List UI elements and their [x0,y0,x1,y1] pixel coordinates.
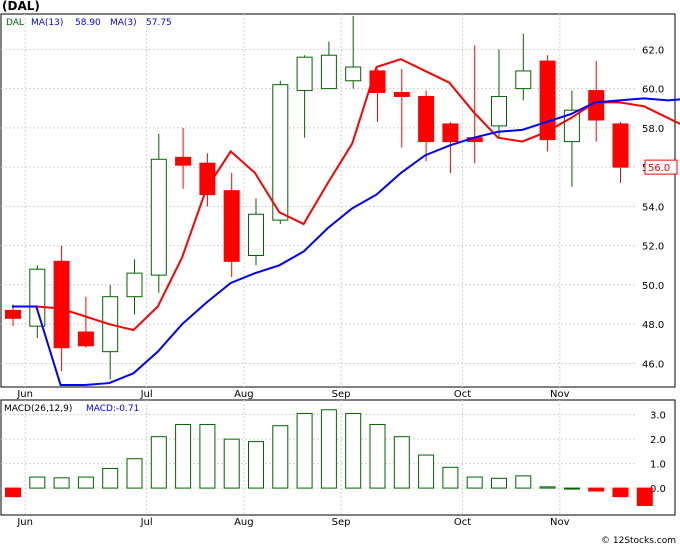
macd-y-tick-label: 1.0 [650,460,666,471]
candle-down [199,162,216,196]
price-legend: DAL MA(13) 58.90 MA(3) 57.75 [6,18,172,28]
candle-down [77,331,94,347]
candle-up [248,213,264,256]
candle-down [418,95,435,143]
price-x-tick-label: Oct [454,389,471,400]
moving-average-lines [12,58,680,387]
macd-legend-value: MACD:-0.71 [86,404,139,414]
legend-ticker: DAL [6,18,24,28]
legend-ma13-label: MA(13) [31,18,63,28]
macd-panel [0,399,676,516]
last-price-label: 56.0 [648,163,670,174]
candle-up [150,158,167,276]
macd-y-tick-label: 3.0 [650,411,666,422]
chart-title: (DAL) [2,0,40,13]
price-x-tick-label: Jun [16,389,33,400]
price-x-tick-label: Nov [550,389,570,400]
ma13-line [12,97,680,387]
macd-bar-positive [369,423,386,489]
macd-bar-negative [5,487,21,498]
macd-bar-positive [272,425,289,489]
macd-bar-positive [223,438,240,489]
macd-bar-positive [418,454,435,489]
candle-down [175,156,192,166]
price-x-tick-label: Aug [234,389,254,400]
macd-bar-positive [296,412,313,489]
macd-legend: MACD(26,12,9) MACD:-0.71 [4,404,139,414]
candle-down [612,123,629,168]
macd-bar-negative [588,487,605,492]
macd-bar-positive [539,486,556,489]
candle-up [563,109,580,143]
price-y-tick-label: 46.0 [642,359,664,370]
candle-down [5,309,21,319]
candle-down [442,123,459,143]
candle-up [515,70,532,90]
macd-bar-positive [442,466,459,489]
price-x-tick-label: Sep [332,389,351,400]
candle-up [491,95,507,127]
candle-up [296,56,313,92]
price-x-axis: Jun Jul Aug Sep Oct Nov [16,389,569,400]
macd-bar-positive [393,436,410,489]
macd-bar-positive [515,475,532,489]
price-panel [0,13,676,388]
candle-down [53,260,70,349]
macd-bar-positive [345,412,362,489]
candlestick-series [5,15,629,380]
macd-bar-positive [491,477,507,489]
macd-x-tick-label: Sep [332,517,351,528]
macd-bar-positive [320,409,337,489]
candle-up [345,66,362,82]
macd-y-tick-label: 0.0 [650,484,666,495]
candle-up [272,84,289,221]
candle-up [29,268,46,327]
macd-bar-positive [199,423,216,489]
macd-bar-positive [466,476,483,489]
price-y-tick-label: 58.0 [642,124,664,135]
macd-x-tick-label: Jun [16,517,33,528]
price-y-tick-label: 62.0 [642,45,664,56]
last-price-marker: 56.0 [644,159,678,175]
price-x-tick-label: Jul [140,389,153,400]
candle-up [126,272,143,298]
legend-ma3-value: 57.75 [146,18,172,28]
price-y-tick-label: 50.0 [642,281,664,292]
macd-bar-positive [248,441,264,489]
macd-y-axis: 0.0 1.0 2.0 3.0 [650,411,666,495]
macd-bar-positive [175,423,192,489]
price-y-axis: 46.048.050.052.054.056.058.060.062.0 [642,45,664,370]
macd-bar-positive [29,476,46,489]
ma3-line [12,58,680,332]
candle-up [320,54,337,90]
macd-bar-positive [126,458,143,489]
candle-down [223,190,240,262]
macd-bar-positive [102,468,119,489]
macd-bar-negative [636,487,653,506]
price-y-tick-label: 60.0 [642,85,664,96]
candle-down [393,92,410,97]
price-y-tick-label: 52.0 [642,242,664,253]
macd-bar-positive [150,436,167,489]
macd-bar-positive [563,487,580,490]
macd-bar-positive [53,477,70,489]
legend-ma13-value: 58.90 [75,18,101,28]
macd-bar-positive [77,476,94,489]
macd-x-tick-label: Aug [234,517,254,528]
footer-credit: © 12Stocks.com [601,536,676,546]
macd-x-tick-label: Nov [550,517,570,528]
macd-y-tick-label: 2.0 [650,435,666,446]
macd-x-axis: Jun Jul Aug Sep Oct Nov [16,517,569,528]
macd-histogram [5,409,653,506]
legend-ma3-label: MA(3) [110,18,137,28]
price-y-tick-label: 54.0 [642,202,664,213]
macd-bar-negative [612,487,629,498]
price-y-tick-label: 48.0 [642,320,664,331]
macd-x-tick-label: Oct [454,517,471,528]
last-price-box [644,159,678,175]
macd-x-tick-label: Jul [140,517,153,528]
macd-legend-title: MACD(26,12,9) [4,404,72,414]
